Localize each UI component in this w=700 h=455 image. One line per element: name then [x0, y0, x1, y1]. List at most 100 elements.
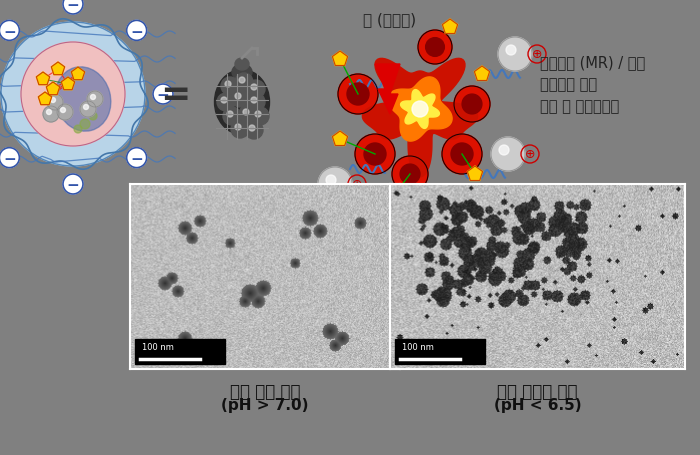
Polygon shape: [71, 68, 85, 81]
Text: −: −: [66, 178, 79, 193]
Circle shape: [153, 85, 173, 105]
Ellipse shape: [232, 65, 252, 81]
Text: ⊕: ⊕: [532, 48, 542, 61]
Circle shape: [491, 138, 525, 172]
Circle shape: [63, 0, 83, 15]
Circle shape: [338, 75, 378, 115]
Circle shape: [223, 108, 241, 126]
Circle shape: [498, 38, 532, 72]
Text: −: −: [157, 88, 169, 103]
Text: −: −: [130, 25, 143, 40]
Circle shape: [231, 90, 249, 108]
Circle shape: [239, 106, 257, 124]
Text: 100 nm: 100 nm: [142, 342, 174, 351]
Circle shape: [225, 82, 231, 88]
Circle shape: [251, 108, 269, 126]
Polygon shape: [468, 167, 482, 181]
Polygon shape: [310, 244, 385, 308]
Polygon shape: [388, 78, 452, 142]
Ellipse shape: [235, 59, 249, 71]
Circle shape: [235, 94, 241, 100]
Text: 100 nm: 100 nm: [402, 342, 434, 351]
Circle shape: [217, 94, 235, 112]
Circle shape: [89, 113, 97, 121]
Polygon shape: [36, 73, 50, 86]
Circle shape: [57, 105, 73, 121]
Circle shape: [451, 144, 473, 166]
Text: −: −: [3, 25, 15, 40]
Circle shape: [462, 95, 482, 115]
Circle shape: [247, 81, 265, 99]
Circle shape: [87, 92, 103, 108]
Text: =: =: [160, 78, 190, 112]
Polygon shape: [375, 65, 400, 115]
Circle shape: [506, 46, 516, 56]
Circle shape: [90, 95, 95, 100]
Circle shape: [1, 23, 145, 167]
Bar: [395, 339, 485, 364]
Text: 이미징을 통한: 이미징을 통한: [540, 77, 597, 92]
Circle shape: [21, 43, 125, 147]
Circle shape: [50, 98, 55, 103]
Circle shape: [355, 135, 395, 175]
Text: ⊕: ⊕: [525, 148, 536, 161]
Polygon shape: [51, 63, 64, 76]
Circle shape: [80, 120, 90, 130]
Polygon shape: [387, 187, 402, 201]
Circle shape: [442, 135, 482, 175]
Polygon shape: [62, 78, 75, 91]
Polygon shape: [475, 67, 489, 81]
Circle shape: [400, 165, 420, 184]
Circle shape: [239, 78, 245, 84]
Polygon shape: [332, 52, 348, 66]
Circle shape: [249, 126, 255, 131]
Circle shape: [127, 21, 146, 41]
Circle shape: [255, 112, 261, 118]
Text: (pH > 7.0): (pH > 7.0): [221, 397, 309, 412]
Text: ⊕: ⊕: [351, 178, 363, 191]
Circle shape: [251, 98, 257, 104]
Circle shape: [318, 167, 352, 202]
Text: 자기공명 (MR) / 형광: 자기공명 (MR) / 형광: [540, 55, 645, 70]
Circle shape: [221, 98, 227, 104]
Ellipse shape: [214, 71, 270, 135]
Circle shape: [43, 107, 59, 123]
Circle shape: [412, 102, 428, 118]
Text: 종양 세포내 산도: 종양 세포내 산도: [497, 382, 578, 400]
Circle shape: [221, 78, 239, 96]
Circle shape: [347, 84, 369, 106]
Circle shape: [0, 148, 20, 168]
Circle shape: [80, 102, 96, 118]
Circle shape: [243, 110, 249, 116]
Circle shape: [0, 21, 20, 41]
Circle shape: [47, 95, 63, 111]
Polygon shape: [400, 91, 440, 129]
Circle shape: [235, 125, 241, 131]
Circle shape: [247, 94, 265, 112]
Circle shape: [127, 148, 146, 168]
Circle shape: [392, 157, 428, 192]
Circle shape: [74, 126, 82, 134]
Text: 정상 조직 산도: 정상 조직 산도: [230, 382, 300, 400]
Polygon shape: [363, 59, 477, 177]
Ellipse shape: [55, 68, 111, 132]
Circle shape: [326, 176, 336, 186]
Text: 진단 및 광역학치료: 진단 및 광역학치료: [540, 99, 620, 114]
Circle shape: [418, 31, 452, 65]
Polygon shape: [332, 131, 348, 146]
Circle shape: [83, 105, 88, 110]
Circle shape: [364, 144, 386, 166]
Text: (pH < 6.5): (pH < 6.5): [494, 397, 581, 412]
Circle shape: [60, 108, 66, 113]
Circle shape: [426, 39, 444, 57]
Polygon shape: [442, 20, 458, 35]
Circle shape: [63, 175, 83, 195]
Text: −: −: [66, 0, 79, 14]
Text: −: −: [130, 152, 143, 167]
Text: 빛 (레이저): 빛 (레이저): [363, 12, 416, 27]
Circle shape: [227, 112, 233, 118]
Circle shape: [251, 85, 257, 91]
Circle shape: [231, 121, 249, 139]
Bar: [135, 339, 225, 364]
Circle shape: [499, 146, 509, 156]
